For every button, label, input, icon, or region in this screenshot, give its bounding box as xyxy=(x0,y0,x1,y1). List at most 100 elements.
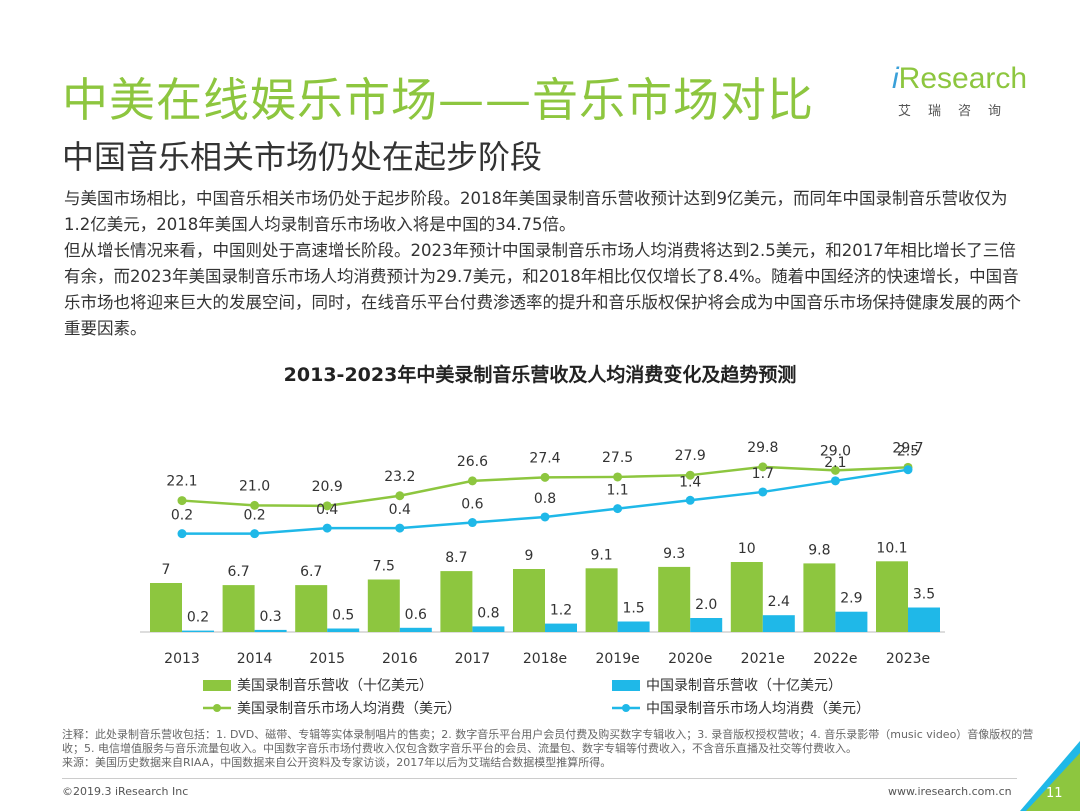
cn-per-capita-label: 2.5 xyxy=(897,444,919,460)
cn-per-capita-label: 1.4 xyxy=(679,474,701,490)
us-per-capita-label: 27.5 xyxy=(602,450,633,466)
us-revenue-label: 7 xyxy=(162,562,171,578)
us-per-capita-label: 26.6 xyxy=(457,454,488,470)
cn-revenue-bar xyxy=(835,611,868,632)
us-revenue-bar xyxy=(803,563,836,632)
footnotes: 注释：此处录制音乐营收包括：1. DVD、磁带、专辑等实体录制唱片的售卖；2. … xyxy=(62,728,1042,770)
legend-cn-revenue-swatch xyxy=(612,680,640,691)
corner-decoration xyxy=(1020,741,1080,811)
page-number: 11 xyxy=(1046,786,1063,801)
us-per-capita-label: 22.1 xyxy=(166,474,197,490)
us-per-capita-label: 29.0 xyxy=(820,443,851,459)
cn-per-capita-label: 2.1 xyxy=(824,455,846,471)
cn-revenue-bar xyxy=(399,627,432,632)
source-text: 来源：美国历史数据来自RIAA，中国数据来自公开资料及专家访谈，2017年以后为… xyxy=(62,756,612,769)
us-revenue-bar xyxy=(440,571,473,632)
cn-per-capita-label: 0.4 xyxy=(316,502,338,518)
copyright: ©2019.3 iResearch Inc xyxy=(62,785,189,798)
note-text: 注释：此处录制音乐营收包括：1. DVD、磁带、专辑等实体录制唱片的售卖；2. … xyxy=(62,728,1034,755)
us-per-capita-point xyxy=(322,501,332,511)
legend-us-per-capita-text: 美国录制音乐市场人均消费（美元） xyxy=(237,700,461,717)
cn-revenue-bar xyxy=(617,621,650,632)
us-revenue-bar xyxy=(513,569,545,632)
cn-per-capita-label: 0.8 xyxy=(534,491,556,507)
x-tick-label: 2014 xyxy=(237,651,273,667)
paragraph-1: 与美国市场相比，中国音乐相关市场仍处于起步阶段。2018年美国录制音乐营收预计达… xyxy=(64,189,1008,234)
legend-us-revenue-swatch xyxy=(203,680,231,691)
us-revenue-bar xyxy=(295,585,328,632)
cn-revenue-label: 1.5 xyxy=(622,601,644,617)
cn-per-capita-label: 0.2 xyxy=(243,508,265,524)
us-revenue-label: 9.1 xyxy=(590,547,612,563)
cn-revenue-bar xyxy=(762,615,795,632)
website-link[interactable]: www.iresearch.com.cn xyxy=(888,785,1012,798)
cn-revenue-bar xyxy=(254,629,287,632)
legend-cn-revenue-text: 中国录制音乐营收（十亿美元） xyxy=(646,677,842,694)
cn-per-capita-point xyxy=(830,476,840,486)
x-tick-label: 2022e xyxy=(813,651,857,667)
cn-per-capita-label: 0.2 xyxy=(171,508,193,524)
iresearch-logo: iResearch 艾瑞咨询 xyxy=(892,62,1032,122)
x-tick-label: 2017 xyxy=(455,651,491,667)
cn-revenue-label: 2.4 xyxy=(768,594,790,610)
us-revenue-label: 9 xyxy=(525,548,534,564)
us-revenue-label: 10 xyxy=(738,541,756,557)
cn-per-capita-point xyxy=(467,518,477,528)
cn-per-capita-label: 1.7 xyxy=(752,466,774,482)
us-per-capita-point xyxy=(830,465,840,475)
us-per-capita-point xyxy=(613,472,623,482)
legend-cn-per-capita-marker xyxy=(622,704,630,712)
us-revenue-bar xyxy=(150,583,182,632)
x-tick-label: 2023e xyxy=(886,651,930,667)
cn-per-capita-point xyxy=(322,523,332,533)
cn-revenue-bar xyxy=(327,628,360,632)
us-revenue-label: 6.7 xyxy=(227,564,249,580)
cn-per-capita-point xyxy=(395,523,405,533)
cn-revenue-bar xyxy=(908,607,940,632)
cn-revenue-label: 2.9 xyxy=(840,591,862,607)
us-per-capita-label: 27.4 xyxy=(529,450,560,466)
x-tick-label: 2020e xyxy=(668,651,712,667)
cn-revenue-label: 2.0 xyxy=(695,597,717,613)
cn-revenue-label: 1.2 xyxy=(550,603,572,619)
us-revenue-bar xyxy=(876,561,908,632)
us-per-capita-point xyxy=(685,470,695,480)
body-text: 与美国市场相比，中国音乐相关市场仍处于起步阶段。2018年美国录制音乐营收预计达… xyxy=(64,186,1024,342)
cn-revenue-label: 0.3 xyxy=(259,609,281,625)
combo-chart: 7 0.2 2013 6.7 0.3 2014 6.7 0.5 2015 7.5 0.6 2016 8.… xyxy=(140,440,945,717)
us-per-capita-point xyxy=(467,476,477,486)
chart-title: 2013-2023年中美录制音乐营收及人均消费变化及趋势预测 xyxy=(283,364,797,386)
us-revenue-label: 7.5 xyxy=(373,559,395,575)
x-tick-label: 2016 xyxy=(382,651,418,667)
us-revenue-bar xyxy=(585,568,618,632)
cn-per-capita-point xyxy=(177,529,187,539)
cn-per-capita-label: 0.4 xyxy=(389,502,411,518)
us-per-capita-label: 21.0 xyxy=(239,478,270,494)
cn-per-capita-label: 1.1 xyxy=(606,483,628,499)
us-revenue-label: 10.1 xyxy=(876,540,907,556)
legend-us-per-capita-marker xyxy=(213,704,221,712)
us-per-capita-point xyxy=(540,472,550,482)
us-revenue-bar xyxy=(367,579,400,632)
us-revenue-label: 9.8 xyxy=(808,542,830,558)
us-per-capita-point xyxy=(177,496,187,506)
footer-divider xyxy=(62,778,1017,779)
cn-revenue-bar xyxy=(690,618,723,632)
us-per-capita-label: 29.7 xyxy=(892,440,923,456)
cn-revenue-label: 3.5 xyxy=(913,587,935,603)
cn-revenue-label: 0.6 xyxy=(405,607,427,623)
cn-revenue-label: 0.8 xyxy=(477,605,499,621)
cn-per-capita-point xyxy=(758,487,768,497)
legend-us-revenue-text: 美国录制音乐营收（十亿美元） xyxy=(237,677,433,694)
cn-per-capita-point xyxy=(613,504,623,514)
logo-chinese: 艾瑞咨询 xyxy=(898,104,1019,119)
page-title: 中美在线娱乐市场——音乐市场对比 xyxy=(62,73,814,127)
us-per-capita-label: 23.2 xyxy=(384,469,415,485)
x-tick-label: 2018e xyxy=(523,651,567,667)
us-per-capita-label: 27.9 xyxy=(675,448,706,464)
x-tick-label: 2013 xyxy=(164,651,200,667)
x-tick-label: 2019e xyxy=(595,651,639,667)
logo-wordmark: iResearch xyxy=(892,62,1028,95)
cn-revenue-label: 0.5 xyxy=(332,608,354,624)
cn-revenue-bar xyxy=(545,623,577,632)
